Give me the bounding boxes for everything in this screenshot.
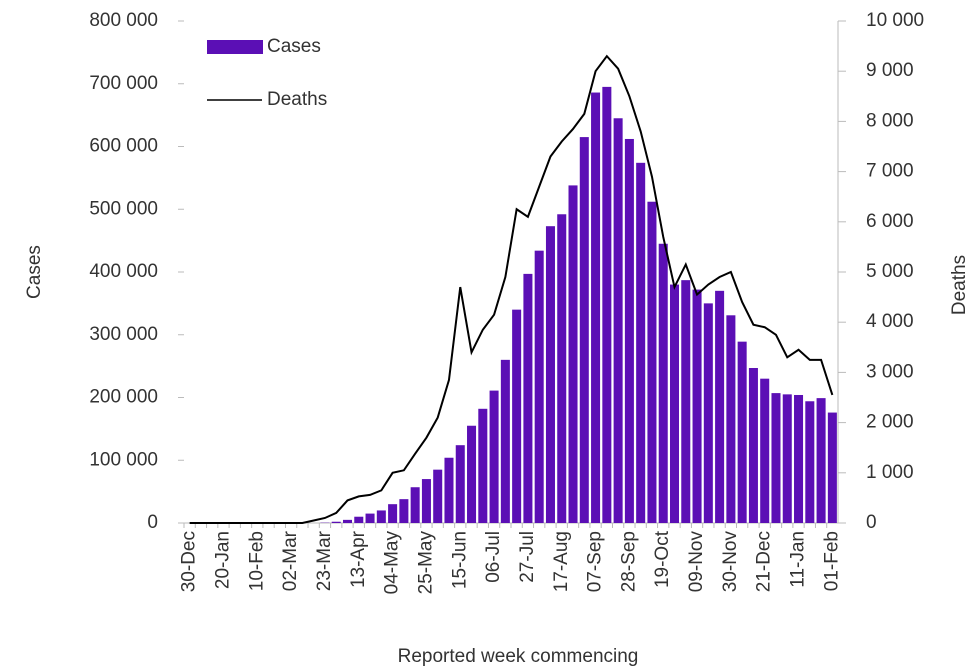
y2-tick-label: 6 000 [866, 211, 914, 232]
bar [602, 86, 612, 523]
bar [579, 137, 589, 523]
x-tick-label: 27-Jul [517, 531, 538, 583]
bar [715, 290, 725, 523]
y-tick-label: 700 000 [89, 73, 158, 94]
legend-swatch [207, 40, 263, 54]
bar [500, 359, 510, 523]
bar [647, 201, 657, 523]
x-tick-label: 30-Nov [720, 531, 741, 593]
legend-label: Cases [267, 36, 321, 57]
bar [568, 185, 578, 523]
bar [771, 393, 781, 523]
legend-label: Deaths [267, 89, 327, 110]
bar [591, 92, 601, 523]
x-tick-label: 06-Jul [483, 531, 504, 583]
y2-tick-label: 5 000 [866, 261, 914, 282]
x-tick-label: 04-May [382, 531, 403, 595]
bar [354, 516, 364, 523]
bar [376, 510, 386, 523]
x-tick-label: 09-Nov [686, 531, 707, 593]
bar [636, 162, 646, 523]
bar [433, 469, 443, 523]
bar [737, 341, 747, 523]
x-tick-label: 02-Mar [280, 530, 301, 591]
y-tick-label: 800 000 [89, 10, 158, 31]
bar [794, 394, 804, 523]
bar [624, 138, 634, 523]
bar [512, 309, 522, 523]
bar [816, 398, 826, 523]
bar [523, 273, 533, 523]
x-tick-label: 01-Feb [821, 531, 842, 591]
bar [478, 408, 488, 523]
bar [545, 226, 555, 523]
bar [760, 378, 770, 523]
y-tick-label: 300 000 [89, 324, 158, 345]
y2-tick-label: 2 000 [866, 412, 914, 433]
x-tick-label: 21-Dec [754, 531, 775, 592]
bar [421, 479, 431, 523]
line [189, 54, 834, 524]
bar [342, 519, 353, 523]
y2-tick-label: 7 000 [866, 161, 914, 182]
x-tick-label: 07-Sep [585, 531, 606, 592]
x-tick-label: 17-Aug [551, 531, 572, 592]
x-tick-label: 15-Jun [449, 531, 470, 589]
x-tick-label: 11-Jan [788, 531, 809, 588]
bar [703, 303, 713, 523]
bar [658, 243, 668, 523]
y2-tick-label: 10 000 [866, 10, 924, 31]
bar [782, 394, 792, 523]
bar [365, 513, 375, 523]
bar [489, 390, 499, 523]
bar [613, 118, 623, 523]
bar [534, 250, 544, 524]
x-tick-label: 25-May [415, 531, 436, 595]
bar [444, 457, 454, 523]
x-tick-label: 30-Dec [179, 531, 200, 592]
bar [388, 504, 398, 523]
bar [467, 425, 477, 523]
x-tick-label: 19-Oct [652, 530, 673, 588]
y2-tick-label: 1 000 [866, 462, 914, 483]
bar [726, 315, 736, 523]
x-tick-label: 20-Jan [212, 531, 233, 589]
bar [681, 280, 691, 523]
y-tick-label: 100 000 [89, 449, 158, 470]
y-tick-label: 600 000 [89, 136, 158, 157]
bar [410, 487, 420, 523]
y-tick-label: 400 000 [89, 261, 158, 282]
bar [805, 401, 815, 523]
x-tick-label: 13-Apr [348, 530, 369, 588]
bar [399, 499, 409, 523]
bar [455, 445, 465, 523]
bar [557, 214, 567, 523]
y2-tick-label: 3 000 [866, 361, 914, 382]
y-tick-label: 500 000 [89, 198, 158, 219]
x-tick-label: 23-Mar [314, 530, 335, 591]
y2-tick-label: 4 000 [866, 311, 914, 332]
bar [748, 368, 758, 523]
bar [669, 284, 680, 523]
y2-tick-label: 0 [866, 512, 877, 533]
x-tick-label: 10-Feb [246, 531, 267, 591]
y2-tick-label: 9 000 [866, 60, 914, 81]
x-tick-label: 28-Sep [618, 531, 639, 592]
y2-tick-label: 8 000 [866, 110, 914, 131]
x-axis-title: Reported week commencing [398, 646, 639, 667]
y2-axis-title: Deaths [949, 255, 970, 315]
y-axis-title: Cases [24, 245, 45, 299]
y-tick-label: 200 000 [89, 387, 158, 408]
bar [827, 412, 837, 523]
bar [331, 521, 341, 523]
bar [692, 289, 702, 523]
y-tick-label: 0 [147, 512, 158, 533]
